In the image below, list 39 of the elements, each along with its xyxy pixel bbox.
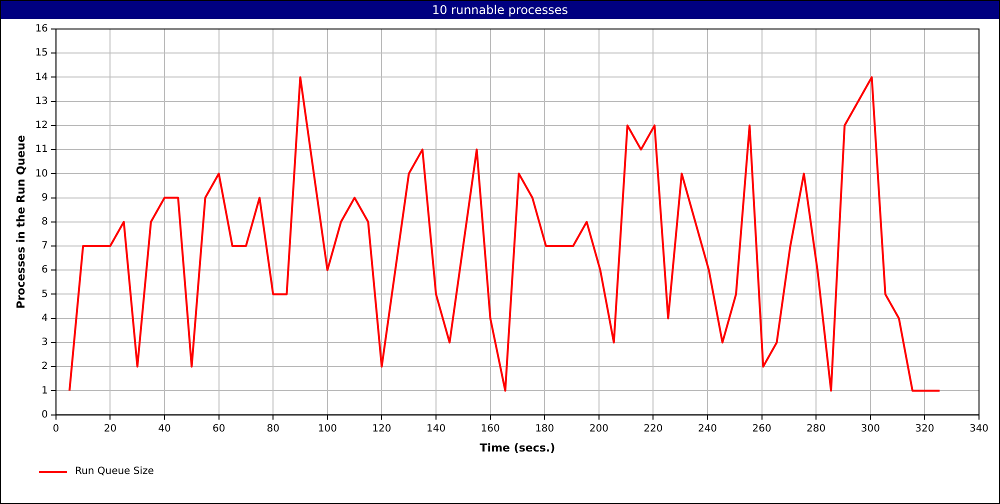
x-tick-label: 280 (806, 423, 826, 434)
y-tick-label: 3 (42, 337, 48, 348)
x-tick-label: 320 (915, 423, 934, 434)
y-tick-label: 14 (35, 72, 48, 83)
y-tick-label: 12 (35, 120, 48, 132)
y-tick-label: 16 (35, 24, 48, 35)
x-tick-label: 0 (52, 423, 60, 434)
legend-label: Run Queue Size (75, 466, 154, 477)
y-tick-label: 10 (35, 168, 48, 180)
chart-title: 10 runnable processes (1, 1, 999, 19)
y-tick-label: 9 (42, 192, 48, 204)
y-tick-label: 13 (35, 96, 48, 107)
x-tick-label: 120 (372, 423, 392, 434)
y-tick-label: 0 (42, 409, 48, 420)
y-tick-label: 7 (42, 240, 48, 252)
x-tick-label: 260 (752, 423, 772, 434)
x-tick-label: 60 (212, 423, 226, 434)
x-tick-label: 180 (535, 423, 554, 434)
x-tick-label: 160 (480, 423, 500, 434)
x-tick-label: 220 (644, 423, 663, 434)
y-tick-label: 8 (42, 216, 48, 228)
x-axis-title: Time (secs.) (480, 441, 556, 454)
x-tick-label: 40 (158, 423, 171, 434)
y-tick-label: 6 (42, 264, 48, 276)
x-tick-label: 340 (969, 423, 989, 434)
x-tick-label: 80 (266, 423, 280, 434)
y-tick-label: 2 (42, 361, 48, 372)
y-tick-label: 5 (42, 288, 48, 300)
y-tick-label: 1 (42, 385, 48, 396)
y-tick-label: 4 (42, 312, 48, 324)
x-tick-label: 200 (589, 423, 608, 434)
x-tick-label: 240 (698, 423, 718, 434)
x-tick-label: 300 (860, 423, 880, 434)
y-tick-label: 15 (35, 48, 48, 59)
x-tick-label: 100 (318, 423, 337, 434)
y-axis-title: Processes in the Run Queue (14, 135, 28, 309)
x-tick-label: 140 (426, 423, 446, 434)
y-tick-label: 11 (35, 144, 48, 156)
x-tick-label: 20 (104, 423, 117, 434)
